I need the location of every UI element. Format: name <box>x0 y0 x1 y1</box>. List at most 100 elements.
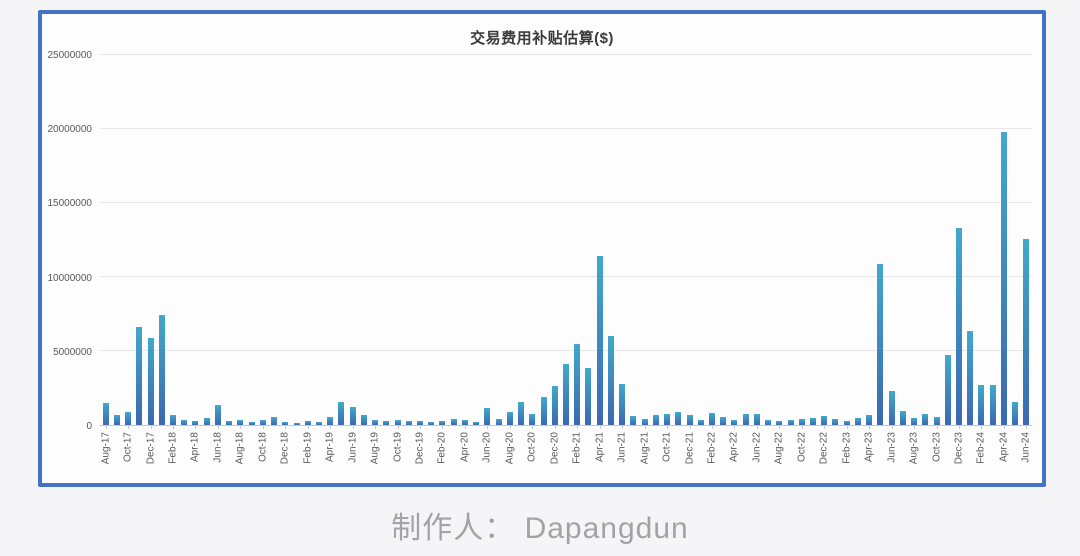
x-tick-label: Jun-20 <box>481 432 493 463</box>
bar-Jul-22 <box>765 420 772 425</box>
bar-Feb-24 <box>978 385 985 425</box>
x-tick-label: Aug-21 <box>639 432 651 465</box>
x-tick-mark <box>464 426 466 429</box>
x-tick-label: Apr-24 <box>998 432 1010 463</box>
x-tick-label: Feb-24 <box>975 432 987 464</box>
bar-Oct-18 <box>259 419 266 425</box>
x-tick-label: Feb-23 <box>841 432 853 464</box>
bar-Aug-18 <box>237 419 244 425</box>
bar-Jun-21 <box>619 384 626 425</box>
bar-Jun-18 <box>214 405 221 425</box>
x-tick-mark <box>599 426 601 429</box>
x-tick-label: Oct-18 <box>257 432 269 463</box>
x-tick-mark <box>689 426 691 429</box>
bar-Apr-21 <box>596 256 603 425</box>
x-tick-label: Feb-18 <box>167 432 179 464</box>
bar-Aug-20 <box>506 411 513 425</box>
bar-Jun-22 <box>753 413 760 425</box>
bar-Nov-18 <box>271 416 278 425</box>
bar-May-21 <box>607 336 614 425</box>
x-tick-label: Oct-22 <box>796 432 808 463</box>
x-tick-mark <box>891 426 893 429</box>
x-tick-mark <box>487 426 489 429</box>
bar-Nov-22 <box>810 418 817 425</box>
bar-Nov-21 <box>675 411 682 425</box>
x-tick-label: Dec-21 <box>684 432 696 465</box>
x-tick-mark <box>352 426 354 429</box>
bar-Mar-20 <box>450 418 457 425</box>
bar-Jan-22 <box>697 420 704 425</box>
x-tick-label: Apr-23 <box>863 432 875 463</box>
x-tick-label: Jun-22 <box>751 432 763 463</box>
bar-Apr-19 <box>327 416 334 425</box>
bar-Mar-23 <box>854 418 861 425</box>
bar-Nov-20 <box>540 396 547 425</box>
x-tick-mark <box>307 426 309 429</box>
bar-Nov-23 <box>944 354 951 425</box>
bar-Aug-19 <box>372 419 379 425</box>
x-tick-label: Aug-17 <box>100 432 112 465</box>
x-tick-label: Aug-18 <box>234 432 246 465</box>
x-tick-mark <box>375 426 377 429</box>
x-tick-label: Apr-21 <box>594 432 606 463</box>
x-tick-label: Dec-18 <box>279 432 291 465</box>
bar-Feb-18 <box>169 414 176 425</box>
bar-Aug-21 <box>641 418 648 425</box>
bar-Mar-22 <box>720 417 727 425</box>
x-tick-label: Dec-17 <box>145 432 157 465</box>
x-tick-mark <box>644 426 646 429</box>
x-tick-mark <box>532 426 534 429</box>
bar-Sep-19 <box>383 421 390 425</box>
bar-Oct-22 <box>798 418 805 425</box>
x-tick-mark <box>779 426 781 429</box>
x-tick-label: Oct-17 <box>122 432 134 463</box>
bar-Jul-19 <box>360 414 367 425</box>
bar-Oct-19 <box>394 420 401 425</box>
x-tick-label: Feb-21 <box>571 432 583 464</box>
bar-Apr-22 <box>731 420 738 425</box>
x-tick-label: Jun-19 <box>347 432 359 463</box>
bar-Oct-21 <box>664 413 671 425</box>
x-tick-label: Apr-19 <box>324 432 336 463</box>
x-tick-mark <box>936 426 938 429</box>
gridline <box>100 54 1032 55</box>
y-tick-label: 15000000 <box>47 198 93 210</box>
bar-Oct-20 <box>529 413 536 425</box>
x-tick-label: Oct-19 <box>392 432 404 463</box>
x-tick-mark <box>195 426 197 429</box>
bar-Apr-18 <box>192 421 199 425</box>
x-tick-mark <box>554 426 556 429</box>
bar-Jul-23 <box>899 410 906 425</box>
x-tick-mark <box>240 426 242 429</box>
bar-Apr-24 <box>1000 131 1007 425</box>
x-tick-label: Feb-22 <box>706 432 718 464</box>
bar-Jan-23 <box>832 418 839 425</box>
bar-Sep-21 <box>652 415 659 425</box>
x-tick-label: Jun-21 <box>616 432 628 463</box>
bar-Oct-17 <box>125 412 132 425</box>
bar-Sep-18 <box>248 422 255 425</box>
x-tick-mark <box>914 426 916 429</box>
plot-area <box>100 54 1032 426</box>
x-tick-label: Jun-23 <box>886 432 898 463</box>
bar-Jun-24 <box>1023 238 1030 425</box>
bar-Feb-22 <box>708 412 715 425</box>
x-tick-mark <box>667 426 669 429</box>
x-tick-label: Aug-23 <box>908 432 920 465</box>
gridline <box>100 350 1032 351</box>
x-tick-label: Oct-21 <box>661 432 673 463</box>
x-tick-label: Dec-20 <box>549 432 561 465</box>
bar-Aug-22 <box>776 421 783 425</box>
x-tick-mark <box>981 426 983 429</box>
x-tick-mark <box>846 426 848 429</box>
y-tick-label: 0 <box>86 421 92 432</box>
bar-Sep-23 <box>922 413 929 425</box>
bar-Aug-17 <box>102 402 109 425</box>
x-tick-mark <box>824 426 826 429</box>
credit-text: 制作人： Dapangdun <box>391 512 689 545</box>
bar-Jul-20 <box>495 418 502 425</box>
x-tick-mark <box>172 426 174 429</box>
bar-Jan-18 <box>158 315 165 425</box>
x-tick-mark <box>128 426 130 429</box>
bar-Mar-19 <box>315 422 322 425</box>
